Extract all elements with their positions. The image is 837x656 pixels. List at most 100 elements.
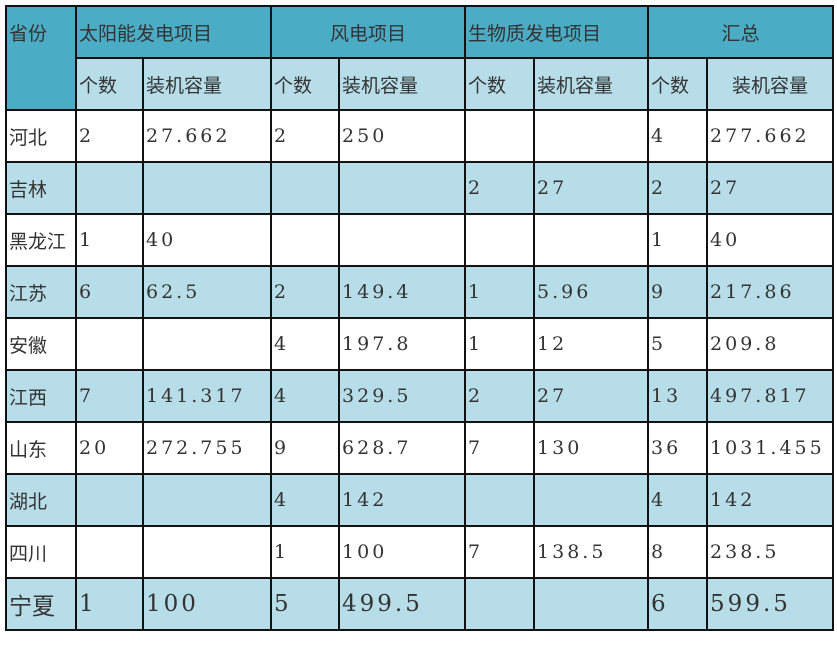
capacity-cell bbox=[533, 577, 650, 631]
count-cell: 9 bbox=[270, 421, 341, 475]
capacity-cell: 141.317 bbox=[141, 369, 273, 423]
capacity-cell bbox=[141, 161, 273, 215]
province-cell: 安徽 bbox=[5, 317, 77, 371]
count-cell: 9 bbox=[647, 265, 709, 319]
count-cell: 5 bbox=[647, 317, 709, 371]
count-cell: 2 bbox=[464, 369, 536, 423]
count-cell bbox=[270, 161, 341, 215]
count-cell bbox=[464, 577, 536, 631]
header-row-groups: 省份 太阳能发电项目 风电项目 生物质发电项目 汇总 bbox=[5, 5, 835, 111]
capacity-cell bbox=[141, 473, 273, 527]
province-cell: 江西 bbox=[5, 369, 77, 423]
capacity-cell: 329.5 bbox=[338, 369, 467, 423]
header-province: 省份 bbox=[5, 5, 77, 111]
capacity-cell: 62.5 bbox=[141, 265, 273, 319]
capacity-cell bbox=[533, 473, 650, 527]
count-cell bbox=[75, 525, 144, 579]
capacity-cell: 238.5 bbox=[706, 525, 835, 579]
province-cell: 四川 bbox=[5, 525, 77, 579]
capacity-cell bbox=[338, 161, 467, 215]
count-cell bbox=[464, 213, 536, 267]
count-cell bbox=[75, 317, 144, 371]
header-biomass: 生物质发电项目 bbox=[464, 5, 650, 59]
province-cell: 吉林 bbox=[5, 161, 77, 215]
count-cell: 8 bbox=[647, 525, 709, 579]
count-cell: 6 bbox=[647, 577, 709, 631]
capacity-cell: 100 bbox=[141, 577, 273, 631]
capacity-cell bbox=[533, 213, 650, 267]
table-row: 吉林 2 27 2 27 bbox=[5, 161, 835, 215]
capacity-cell: 40 bbox=[141, 213, 273, 267]
capacity-cell: 250 bbox=[338, 109, 467, 163]
table-row: 宁夏 1 100 5 499.5 6 599.5 bbox=[5, 577, 835, 631]
capacity-cell: 149.4 bbox=[338, 265, 467, 319]
table-row: 安徽 4 197.8 1 12 5 209.8 bbox=[5, 317, 835, 371]
capacity-cell bbox=[533, 109, 650, 163]
province-cell: 黑龙江 bbox=[5, 213, 77, 267]
count-cell: 4 bbox=[270, 317, 341, 371]
header-count: 个数 bbox=[464, 57, 536, 111]
count-cell bbox=[464, 473, 536, 527]
capacity-cell: 27 bbox=[533, 369, 650, 423]
count-cell: 7 bbox=[464, 421, 536, 475]
capacity-cell: 142 bbox=[338, 473, 467, 527]
count-cell: 6 bbox=[75, 265, 144, 319]
capacity-cell: 209.8 bbox=[706, 317, 835, 371]
energy-projects-table: 省份 太阳能发电项目 风电项目 生物质发电项目 汇总 个数 装机容量 个数 装机… bbox=[5, 5, 835, 631]
header-capacity: 装机容量 bbox=[141, 57, 273, 111]
count-cell: 2 bbox=[75, 109, 144, 163]
capacity-cell: 217.86 bbox=[706, 265, 835, 319]
header-row-sub: 个数 装机容量 个数 装机容量 个数 装机容量 个数 装机容量 bbox=[6, 57, 835, 111]
header-count: 个数 bbox=[270, 57, 341, 111]
capacity-cell: 142 bbox=[706, 473, 835, 527]
count-cell: 1 bbox=[75, 213, 144, 267]
capacity-cell: 100 bbox=[338, 525, 467, 579]
capacity-cell bbox=[141, 525, 273, 579]
count-cell: 2 bbox=[647, 161, 709, 215]
capacity-cell: 628.7 bbox=[338, 421, 467, 475]
count-cell bbox=[270, 213, 341, 267]
capacity-cell: 5.96 bbox=[533, 265, 650, 319]
count-cell: 20 bbox=[75, 421, 144, 475]
header-solar: 太阳能发电项目 bbox=[74, 5, 273, 59]
count-cell: 4 bbox=[647, 109, 709, 163]
capacity-cell: 27 bbox=[706, 161, 835, 215]
province-cell: 宁夏 bbox=[5, 577, 77, 631]
header-capacity: 装机容量 bbox=[338, 57, 467, 111]
count-cell: 4 bbox=[270, 473, 341, 527]
capacity-cell bbox=[338, 213, 467, 267]
table-row: 山东 20 272.755 9 628.7 7 130 36 1031.455 bbox=[5, 421, 835, 475]
capacity-cell: 197.8 bbox=[338, 317, 467, 371]
province-cell: 山东 bbox=[5, 421, 77, 475]
table-row: 黑龙江 1 40 1 40 bbox=[5, 213, 835, 267]
header-capacity: 装机容量 bbox=[533, 57, 650, 111]
table-row: 湖北 4 142 4 142 bbox=[5, 473, 835, 527]
count-cell: 1 bbox=[464, 317, 536, 371]
count-cell: 7 bbox=[464, 525, 536, 579]
capacity-cell: 497.817 bbox=[706, 369, 835, 423]
capacity-cell: 272.755 bbox=[141, 421, 273, 475]
capacity-cell: 130 bbox=[533, 421, 650, 475]
capacity-cell bbox=[141, 317, 273, 371]
capacity-cell: 138.5 bbox=[533, 525, 650, 579]
header-count: 个数 bbox=[647, 57, 709, 111]
header-wind: 风电项目 bbox=[270, 5, 467, 59]
header-capacity: 装机容量 bbox=[706, 57, 835, 111]
table-row: 江苏 6 62.5 2 149.4 1 5.96 9 217.86 bbox=[5, 265, 835, 319]
province-cell: 江苏 bbox=[5, 265, 77, 319]
table-row: 江西 7 141.317 4 329.5 2 27 13 497.817 bbox=[5, 369, 835, 423]
count-cell: 13 bbox=[647, 369, 709, 423]
count-cell: 7 bbox=[75, 369, 144, 423]
count-cell: 4 bbox=[647, 473, 709, 527]
capacity-cell: 277.662 bbox=[706, 109, 835, 163]
table-row: 四川 1 100 7 138.5 8 238.5 bbox=[5, 525, 835, 579]
count-cell: 2 bbox=[464, 161, 536, 215]
count-cell: 36 bbox=[647, 421, 709, 475]
header-count: 个数 bbox=[75, 57, 144, 111]
count-cell: 1 bbox=[464, 265, 536, 319]
capacity-cell: 12 bbox=[533, 317, 650, 371]
capacity-cell: 1031.455 bbox=[706, 421, 835, 475]
count-cell bbox=[464, 109, 536, 163]
capacity-cell: 27 bbox=[533, 161, 650, 215]
capacity-cell: 27.662 bbox=[141, 109, 273, 163]
